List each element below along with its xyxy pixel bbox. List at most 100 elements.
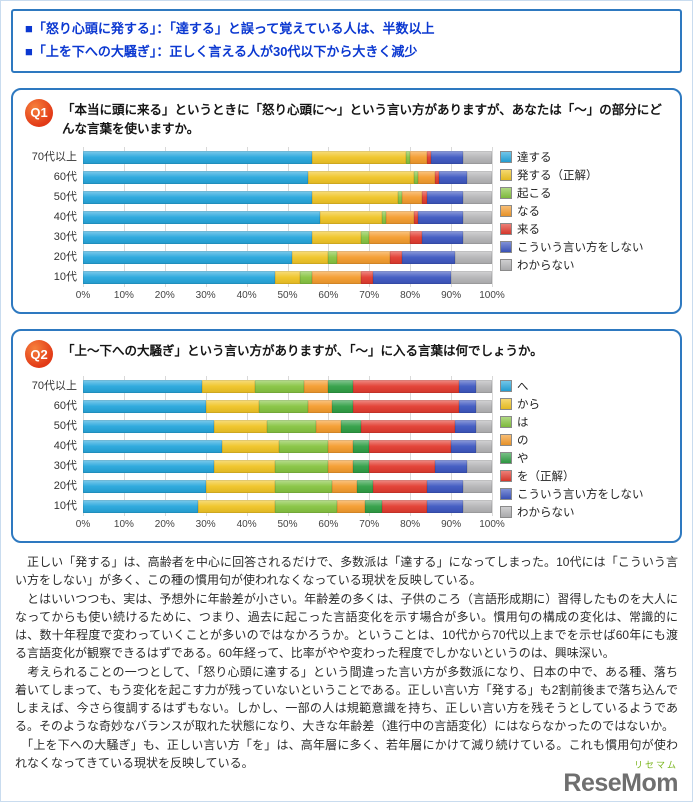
bar-row <box>83 456 492 476</box>
axis-tick-x: 30% <box>195 290 216 302</box>
legend-swatch <box>500 398 512 411</box>
axis-tick-x: 10% <box>113 290 134 302</box>
analysis-paragraph-2: とはいいつつも、実は、予想外に年齢差が小さい。年齢差の多くは、子供のころ（言語形… <box>15 591 678 661</box>
bar-segment <box>83 399 206 413</box>
bar-segment <box>475 399 492 413</box>
bar-row <box>83 476 492 496</box>
bar-segment <box>434 459 468 473</box>
bar-segment <box>83 230 313 244</box>
q1-title: 「本当に頭に来る」というときに「怒り心頭に〜」という言い方がありますが、あなたは… <box>62 102 662 136</box>
stacked-bar <box>83 250 492 264</box>
legend-item: から <box>500 396 668 412</box>
bar-segment <box>414 210 419 224</box>
stacked-bar <box>83 479 492 493</box>
stacked-bar <box>83 150 492 164</box>
bar-segment <box>312 190 398 204</box>
legend-label: こういう言い方をしない <box>517 242 644 255</box>
legend-item: 発する（正解） <box>500 167 668 183</box>
bar-segment <box>434 170 439 184</box>
q2-x-axis: 0% 10% 20% 30% 40% 50% 60% 70% 80% 90% 100% <box>76 516 505 533</box>
bar-segment <box>83 479 206 493</box>
legend-label: から <box>517 399 540 412</box>
axis-label-y: 20代 <box>53 251 77 264</box>
bar-segment <box>320 210 382 224</box>
legend-label: の <box>517 435 529 448</box>
axis-tick-x: 80% <box>400 290 421 302</box>
axis-tick-x: 70% <box>359 519 380 531</box>
legend-item: なる <box>500 203 668 219</box>
axis-tick-x: 0% <box>75 519 91 531</box>
bar-segment <box>352 459 370 473</box>
stacked-bar <box>83 170 492 184</box>
bar-segment <box>426 150 431 164</box>
bar-segment <box>340 419 362 433</box>
bar-segment <box>316 419 341 433</box>
bar-segment <box>361 270 374 284</box>
bar-segment <box>463 479 492 493</box>
bar-segment <box>414 170 419 184</box>
bar-segment <box>205 399 259 413</box>
legend-label: や <box>517 453 529 466</box>
bar-segment <box>275 459 329 473</box>
q1-y-axis: 70代以上 60代 50代 40代 30代 20代 10代 <box>25 147 83 304</box>
stacked-bar <box>83 419 492 433</box>
bar-segment <box>328 439 353 453</box>
bar-segment <box>418 210 464 224</box>
bar-segment <box>201 379 255 393</box>
stacked-bar <box>83 399 492 413</box>
bar-segment <box>455 250 492 264</box>
bar-segment <box>422 190 427 204</box>
bar-segment <box>299 270 313 284</box>
axis-tick-x: 80% <box>400 519 421 531</box>
bar-segment <box>312 230 362 244</box>
bar-segment <box>291 250 329 264</box>
bar-segment <box>455 419 476 433</box>
q2-title-row: Q2 「上〜下への大騒ぎ」という言い方がありますが、「〜」に入る言葉は何でしょう… <box>25 340 668 369</box>
q1-bars <box>83 147 493 288</box>
bar-segment <box>258 399 308 413</box>
bar-segment <box>389 250 402 264</box>
summary-box: ■「怒り心頭に発する」：「達する」と誤って覚えている人は、半数以上 ■「上を下へ… <box>11 9 682 73</box>
bar-row <box>83 416 492 436</box>
axis-tick-x: 60% <box>318 519 339 531</box>
legend-item: 来る <box>500 221 668 237</box>
bar-segment <box>369 459 435 473</box>
bar-segment <box>83 419 214 433</box>
q1-plot: 70代以上 60代 50代 40代 30代 20代 10代 0% 10% 20% 30% 40% 50… <box>25 147 505 304</box>
q1-badge: Q1 <box>25 98 53 127</box>
bar-segment <box>365 499 382 513</box>
bar-row <box>83 247 492 267</box>
bar-segment <box>307 170 415 184</box>
bar-segment <box>361 230 370 244</box>
bar-segment <box>336 250 390 264</box>
bar-segment <box>83 439 223 453</box>
stacked-bar <box>83 499 492 513</box>
legend-label: わからない <box>517 507 575 520</box>
legend-item: こういう言い方をしない <box>500 486 668 502</box>
legend-label: 起こる <box>517 188 552 201</box>
axis-tick-x: 90% <box>441 290 462 302</box>
bar-segment <box>463 210 492 224</box>
bar-row <box>83 167 492 187</box>
legend-label: 達する <box>517 152 552 165</box>
bar-segment <box>430 150 464 164</box>
axis-label-y: 30代 <box>53 460 77 473</box>
axis-label-y: 60代 <box>53 400 77 413</box>
bar-segment <box>328 250 337 264</box>
legend-item: わからない <box>500 257 668 273</box>
legend-swatch <box>500 151 512 164</box>
bar-row <box>83 396 492 416</box>
bar-segment <box>397 190 402 204</box>
resemom-logo[interactable]: リセマム ReseMom <box>563 760 678 796</box>
axis-tick-x: 20% <box>154 519 175 531</box>
legend-item: を（正解） <box>500 468 668 484</box>
bar-segment <box>328 459 353 473</box>
bar-segment <box>451 270 492 284</box>
bar-segment <box>475 379 492 393</box>
axis-label-y: 10代 <box>53 271 77 284</box>
legend-label: なる <box>517 206 540 219</box>
q2-y-axis: 70代以上 60代 50代 40代 30代 20代 10代 <box>25 376 83 533</box>
q2-badge: Q2 <box>25 340 53 369</box>
q2-plot: 70代以上 60代 50代 40代 30代 20代 10代 0% 10% 20% 30% 40% 50… <box>25 376 505 533</box>
bar-segment <box>83 170 308 184</box>
